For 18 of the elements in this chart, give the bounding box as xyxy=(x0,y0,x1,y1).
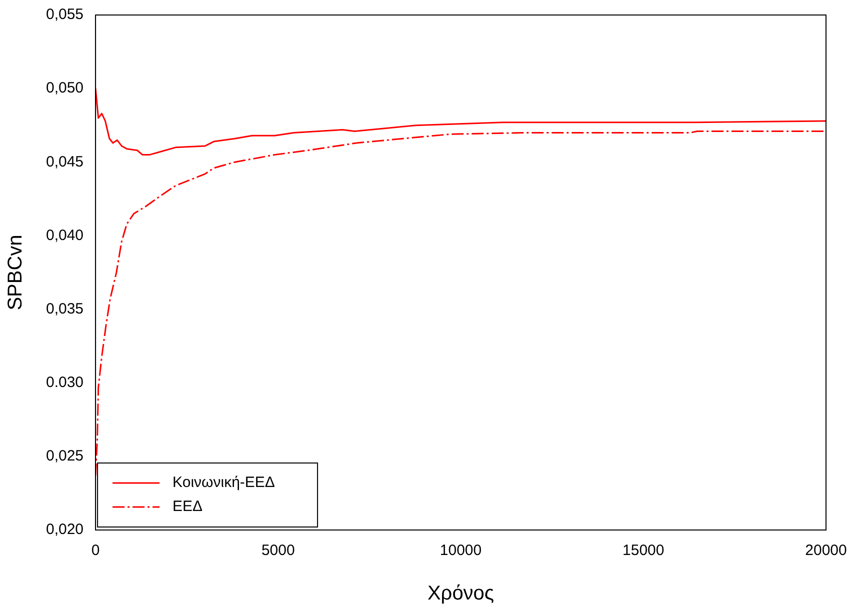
y-tick-label: 0,055 xyxy=(46,6,84,24)
x-tick-label: 15000 xyxy=(622,542,664,560)
x-tick-label: 0 xyxy=(91,542,100,560)
y-tick-label: 0,035 xyxy=(46,300,84,318)
y-tick-label: 0,045 xyxy=(46,153,84,170)
legend-label: Κοινωνική-ΕΕΔ xyxy=(172,474,275,492)
y-tick-label: 0,025 xyxy=(46,448,84,465)
line-series xyxy=(96,130,826,476)
y-tick-label: 0,040 xyxy=(46,226,84,244)
y-tick-label: 0,050 xyxy=(46,80,84,97)
x-tick-label: 20000 xyxy=(805,542,847,560)
x-axis-title: Χρόνος xyxy=(427,582,494,605)
y-tick-label: 0,020 xyxy=(46,521,84,538)
y-axis-title: SPBCvn xyxy=(4,234,27,310)
x-tick-label: 5000 xyxy=(261,542,295,560)
y-tick-label: 0.030 xyxy=(46,374,84,391)
legend-label: ΕΕΔ xyxy=(172,498,203,516)
x-tick-label: 10000 xyxy=(440,542,482,560)
